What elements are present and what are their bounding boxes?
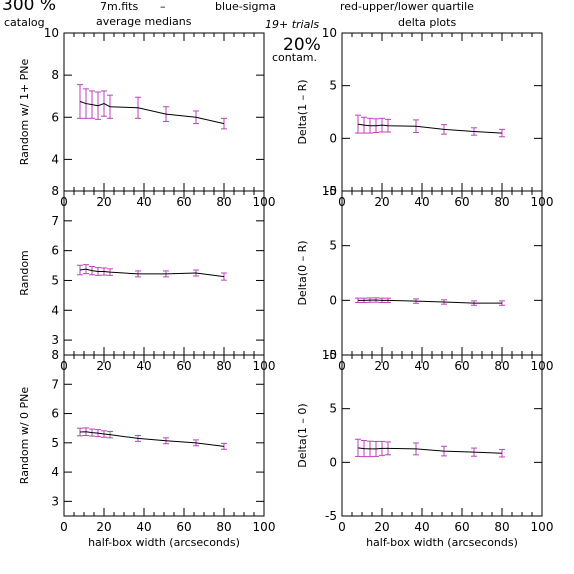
x-tick-label: 20 — [374, 195, 389, 209]
y-tick-label: 10 — [322, 348, 337, 362]
y-tick-label: 6 — [51, 110, 59, 124]
y-tick-label: 5 — [329, 79, 337, 93]
x-tick-label: 60 — [176, 520, 191, 534]
x-tick-label: 40 — [414, 520, 429, 534]
y-tick-label: 5 — [329, 239, 337, 253]
x-tick-label: 80 — [216, 520, 231, 534]
x-tick-label: 60 — [454, 359, 469, 373]
plot-frame — [63, 190, 265, 356]
y-axis-label: Random w/ 1+ PNe — [18, 58, 31, 165]
y-axis-label: Random — [18, 250, 31, 296]
x-tick-label: 20 — [374, 359, 389, 373]
plot-frame — [63, 354, 265, 517]
y-tick-label: -5 — [325, 348, 337, 362]
x-axis-label: half-box width (arcseconds) — [88, 536, 240, 549]
plot-frame — [341, 32, 543, 192]
x-tick-label: 60 — [176, 359, 191, 373]
header-delta-plots: delta plots — [398, 16, 456, 29]
plot-frame — [63, 32, 265, 192]
y-tick-label: -5 — [325, 509, 337, 523]
header-trials: 19+ trials — [265, 18, 319, 31]
x-tick-label: 60 — [454, 520, 469, 534]
y-axis-label: Delta(1 – 0) — [296, 403, 309, 467]
series-line — [358, 299, 502, 304]
x-tick-label: 40 — [414, 359, 429, 373]
series-line — [79, 268, 225, 278]
x-tick-label: 0 — [338, 520, 346, 534]
x-tick-label: 20 — [374, 520, 389, 534]
x-axis-label: half-box width (arcseconds) — [366, 536, 518, 549]
x-tick-label: 80 — [494, 195, 509, 209]
y-tick-label: 10 — [322, 184, 337, 198]
y-tick-label: 6 — [51, 407, 59, 421]
y-tick-label: 7 — [51, 214, 59, 228]
header-contam-percent: 20% — [283, 35, 321, 55]
x-tick-label: 0 — [60, 520, 68, 534]
x-tick-label: 60 — [176, 195, 191, 209]
y-tick-label: 8 — [51, 68, 59, 82]
x-tick-label: 40 — [136, 359, 151, 373]
x-tick-label: 80 — [216, 359, 231, 373]
header-red-quartile: red-upper/lower quartile — [340, 0, 474, 13]
header-file: 7m.fits — [100, 0, 138, 13]
y-tick-label: 10 — [44, 26, 59, 40]
series-line — [357, 123, 503, 134]
y-tick-label: 0 — [329, 293, 337, 307]
x-tick-label: 80 — [494, 359, 509, 373]
header-contam: contam. — [272, 51, 317, 64]
x-tick-label: 20 — [96, 520, 111, 534]
series-line — [79, 100, 225, 125]
y-tick-label: 7 — [51, 377, 59, 391]
y-axis-label: Delta(1 – R) — [296, 79, 309, 144]
y-tick-label: 3 — [51, 333, 59, 347]
header-blue-sigma: blue-sigma — [215, 0, 276, 13]
x-tick-label: 80 — [494, 520, 509, 534]
y-tick-label: 8 — [51, 184, 59, 198]
y-axis-label: Random w/ 0 PNe — [18, 387, 31, 485]
x-tick-label: 40 — [414, 195, 429, 209]
y-tick-label: -5 — [325, 184, 337, 198]
y-tick-label: 0 — [329, 455, 337, 469]
y-tick-label: 5 — [51, 273, 59, 287]
x-tick-label: 40 — [136, 195, 151, 209]
x-tick-label: 80 — [216, 195, 231, 209]
header-catalog: catalog — [4, 16, 45, 29]
x-tick-label: 20 — [96, 359, 111, 373]
y-axis-label: Delta(0 – R) — [296, 240, 309, 305]
y-tick-label: 4 — [51, 303, 59, 317]
x-tick-label: 100 — [531, 520, 554, 534]
header-average-medians: average medians — [96, 15, 192, 28]
header-dash: – — [160, 0, 166, 13]
y-tick-label: 0 — [329, 131, 337, 145]
y-tick-label: 5 — [51, 436, 59, 450]
panel-left-bottom: 0 20 40 60 80 100 3 4 5 6 7 8 Random w/ 0 PNe half-bo… — [18, 348, 275, 549]
x-tick-label: 20 — [96, 195, 111, 209]
y-tick-label: 4 — [51, 465, 59, 479]
series-line — [79, 431, 225, 447]
y-tick-label: 10 — [322, 26, 337, 40]
plot-frame — [341, 354, 543, 517]
plot-frame — [341, 190, 543, 356]
header-percent: 300 % — [2, 0, 56, 15]
y-tick-label: 4 — [51, 152, 59, 166]
y-tick-label: 8 — [51, 348, 59, 362]
x-tick-label: 100 — [253, 520, 276, 534]
y-tick-label: 3 — [51, 494, 59, 508]
x-tick-label: 60 — [454, 195, 469, 209]
y-tick-label: 6 — [51, 244, 59, 258]
y-tick-label: 5 — [329, 402, 337, 416]
series-line — [357, 447, 503, 454]
x-tick-label: 40 — [136, 520, 151, 534]
